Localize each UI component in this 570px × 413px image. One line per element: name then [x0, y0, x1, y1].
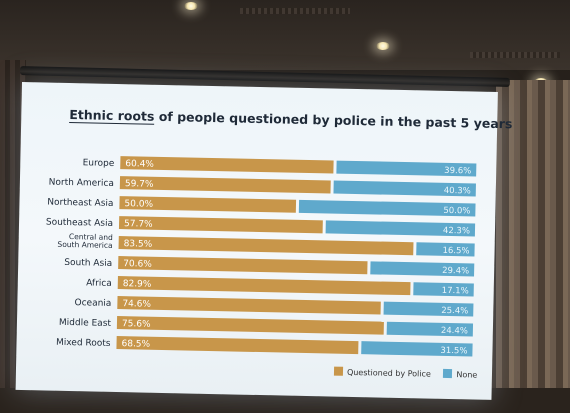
category-label-mixed-roots: Mixed Roots — [56, 338, 111, 349]
bar-questioned-oceania — [117, 296, 381, 315]
ceiling-vent — [240, 8, 350, 14]
bar-none-north-america — [333, 180, 476, 197]
bar-none-middle-east — [386, 321, 474, 337]
legend-swatch-none — [443, 368, 453, 379]
bar-none-africa — [413, 282, 474, 297]
category-label-southeast-asia: Southeast Asia — [46, 218, 113, 229]
category-label-line: South America — [57, 240, 112, 250]
value-label-none-north-america: 40.3% — [444, 186, 471, 197]
curtain-right — [496, 80, 570, 413]
value-label-none-oceania: 25.4% — [441, 306, 468, 317]
value-label-questioned-central-and-south-america: 83.5% — [124, 239, 153, 250]
stacked-bar-chart: Europe 60.4% 39.6% North America 59.7% 40.3% N… — [46, 156, 477, 357]
category-label-central-and-south-america: Central andSouth America — [57, 232, 113, 250]
projection-screen: Ethnic roots of people questioned by pol… — [15, 82, 513, 400]
category-label-africa: Africa — [86, 278, 112, 289]
category-label-middle-east: Middle East — [59, 318, 112, 329]
category-label-europe: Europe — [83, 158, 115, 169]
category-label-north-america: North America — [49, 178, 114, 189]
bar-questioned-mixed-roots — [116, 336, 359, 355]
bar-none-central-and-south-america — [416, 242, 475, 257]
value-label-questioned-north-america: 59.7% — [125, 179, 154, 190]
bar-none-south-asia — [370, 261, 475, 277]
bar-questioned-europe — [120, 156, 334, 174]
category-label-line: Central and — [69, 232, 113, 242]
bar-none-southeast-asia — [325, 220, 476, 237]
bar-questioned-central-and-south-america — [118, 236, 414, 256]
ceiling-light — [376, 42, 390, 50]
legend-label-questioned: Questioned by Police — [346, 367, 431, 379]
value-label-none-south-asia: 29.4% — [442, 266, 469, 277]
bar-questioned-southeast-asia — [118, 216, 323, 234]
ceiling-light — [184, 2, 198, 10]
bar-none-europe — [336, 160, 477, 177]
category-label-south-asia: South Asia — [64, 258, 112, 269]
value-label-none-europe: 39.6% — [444, 166, 471, 177]
value-label-questioned-south-asia: 70.6% — [123, 259, 152, 270]
bar-questioned-north-america — [119, 176, 331, 194]
bar-questioned-northeast-asia — [119, 196, 297, 213]
bar-none-mixed-roots — [361, 341, 473, 357]
value-label-questioned-africa: 82.9% — [123, 279, 152, 290]
bar-questioned-africa — [117, 276, 411, 296]
value-label-questioned-southeast-asia: 57.7% — [124, 219, 153, 230]
bar-questioned-south-asia — [118, 256, 368, 275]
value-label-questioned-mixed-roots: 68.5% — [121, 339, 150, 350]
value-label-none-middle-east: 24.4% — [441, 326, 468, 337]
value-label-questioned-northeast-asia: 50.0% — [124, 199, 153, 210]
legend-swatch-questioned — [333, 366, 344, 376]
value-label-none-southeast-asia: 42.3% — [443, 226, 470, 237]
legend-item-none: None — [443, 368, 478, 380]
value-label-questioned-europe: 60.4% — [125, 159, 154, 170]
bar-none-oceania — [383, 301, 474, 317]
value-label-questioned-oceania: 74.6% — [122, 299, 151, 310]
value-label-none-mixed-roots: 31.5% — [440, 346, 467, 357]
value-label-none-central-and-south-america: 16.5% — [442, 246, 469, 257]
bar-questioned-middle-east — [116, 316, 384, 335]
category-label-oceania: Oceania — [74, 298, 111, 309]
bar-none-northeast-asia — [298, 199, 476, 217]
category-label-northeast-asia: Northeast Asia — [47, 198, 113, 209]
value-label-none-africa: 17.1% — [442, 286, 469, 297]
value-label-questioned-middle-east: 75.6% — [122, 319, 151, 330]
value-label-none-northeast-asia: 50.0% — [443, 206, 470, 217]
ceiling-vent — [470, 52, 560, 58]
legend-label-none: None — [456, 370, 478, 380]
